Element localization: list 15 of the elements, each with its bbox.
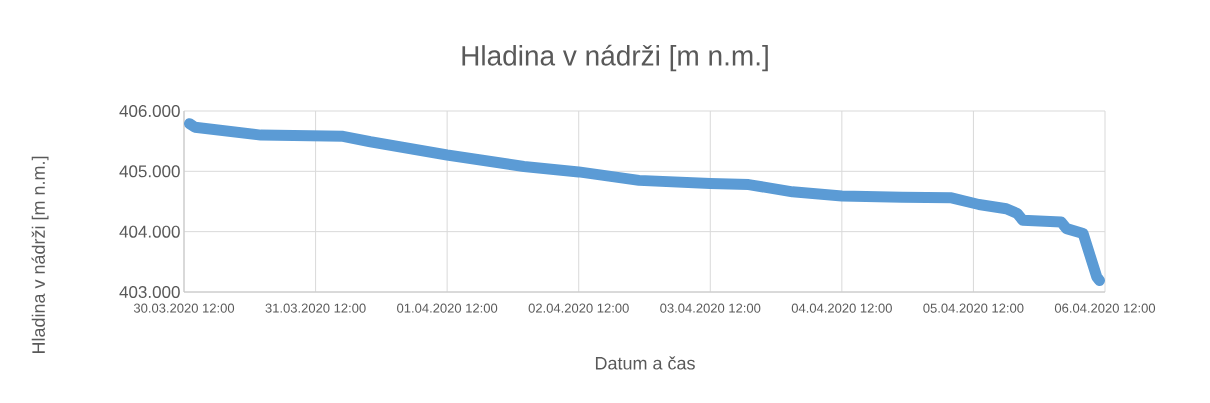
y-tick-label: 405.000 bbox=[119, 165, 180, 178]
y-tick-label: 404.000 bbox=[119, 225, 180, 238]
x-axis-title: Datum a čas bbox=[595, 356, 695, 370]
x-tick-label: 02.04.2020 12:00 bbox=[528, 303, 629, 313]
x-tick-label: 05.04.2020 12:00 bbox=[923, 303, 1024, 313]
x-tick-label: 04.04.2020 12:00 bbox=[791, 303, 892, 313]
x-tick-label: 03.04.2020 12:00 bbox=[660, 303, 761, 313]
chart-title: Hladina v nádrži [m n.m.] bbox=[462, 44, 768, 72]
x-tick-label: 06.04.2020 12:00 bbox=[1054, 303, 1156, 313]
y-axis-title: Hladina v nádrži [m n.m.] bbox=[31, 156, 49, 354]
y-tick-label: 406.000 bbox=[119, 104, 180, 118]
x-tick-label: 31.03.2020 12:00 bbox=[265, 303, 366, 313]
x-tick-label: 01.04.2020 12:00 bbox=[397, 303, 498, 313]
x-tick-label: 30.03.2020 12:00 bbox=[133, 303, 235, 313]
y-tick-label: 403.000 bbox=[119, 285, 180, 299]
